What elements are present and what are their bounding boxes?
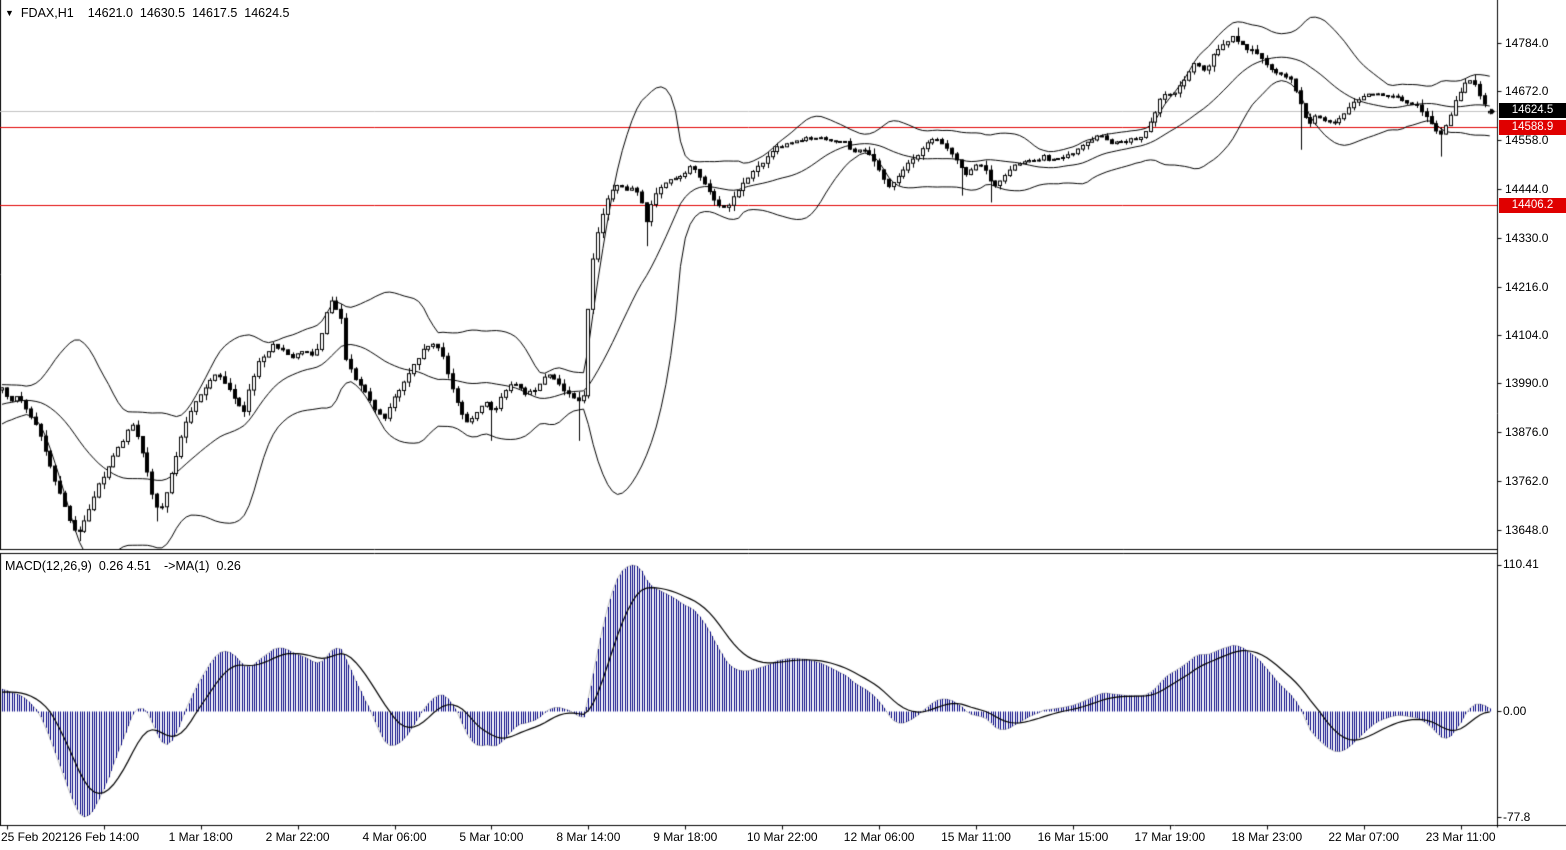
symbol-period-label: FDAX,H1: [20, 6, 74, 20]
chart-header: ▼ FDAX,H1 14621.0 14630.5 14617.5 14624.…: [5, 6, 296, 20]
price-axis-label: 14216.0: [1505, 279, 1549, 294]
macd-axis-label: -77.8: [1503, 810, 1531, 824]
time-axis-label: 23 Mar 11:00: [1425, 830, 1496, 844]
open-value: 14621.0: [87, 6, 133, 20]
price-axis-label: 14330.0: [1505, 230, 1549, 245]
high-value: 14630.5: [139, 6, 186, 20]
macd-values: 0.26 4.51: [98, 559, 151, 573]
price-axis-label: 14784.0: [1505, 36, 1549, 50]
time-axis-label: 22 Mar 07:00: [1328, 830, 1400, 844]
time-axis-label: 12 Mar 06:00: [843, 830, 915, 844]
time-axis-label: 2 Mar 22:00: [265, 830, 330, 844]
time-axis-label: 15 Mar 11:00: [941, 830, 1011, 844]
time-axis-label: 26 Feb 14:00: [68, 830, 140, 844]
price-level-tag-1: 14588.9: [1499, 119, 1566, 135]
time-axis-label: 4 Mar 06:00: [362, 830, 427, 844]
price-axis-label: 13876.0: [1505, 425, 1549, 440]
price-axis-label: 14444.0: [1505, 181, 1549, 196]
macd-signal-value: 0.26: [216, 559, 241, 573]
time-axis-label: 5 Mar 10:00: [459, 830, 524, 844]
time-axis-label: 10 Mar 22:00: [746, 830, 818, 844]
price-axis-label: 14104.0: [1505, 327, 1549, 342]
close-value: 14624.5: [244, 6, 290, 20]
time-axis-label: 25 Feb 2021: [1, 830, 69, 844]
macd-axis-label: 0.00: [1503, 704, 1527, 718]
macd-axis-label: 110.41: [1503, 557, 1539, 571]
time-axis-label: 16 Mar 15:00: [1037, 830, 1109, 844]
time-axis-label: 18 Mar 23:00: [1231, 830, 1303, 844]
current-price-tag: 14624.5: [1499, 103, 1566, 119]
collapse-indicator-icon[interactable]: ▼: [5, 7, 14, 18]
price-axis-label: 13648.0: [1505, 523, 1549, 537]
macd-name-label: MACD(12,26,9): [5, 559, 92, 573]
time-axis-label: 9 Mar 18:00: [653, 830, 718, 844]
macd-signal-label: ->MA(1): [163, 559, 210, 573]
price-axis-label: 13990.0: [1505, 376, 1549, 391]
price-axis-label: 14558.0: [1505, 132, 1549, 147]
time-axis-label: 1 Mar 18:00: [168, 830, 233, 844]
price-axis-label: 14672.0: [1505, 84, 1549, 98]
price-level-tag-2: 14406.2: [1499, 197, 1566, 213]
price-axis-label: 13762.0: [1505, 474, 1549, 489]
time-axis-label: 8 Mar 14:00: [556, 830, 621, 844]
low-value: 14617.5: [192, 6, 238, 20]
time-axis-label: 17 Mar 19:00: [1134, 830, 1206, 844]
macd-header: MACD(12,26,9) 0.26 4.51 ->MA(1) 0.26: [5, 559, 248, 573]
